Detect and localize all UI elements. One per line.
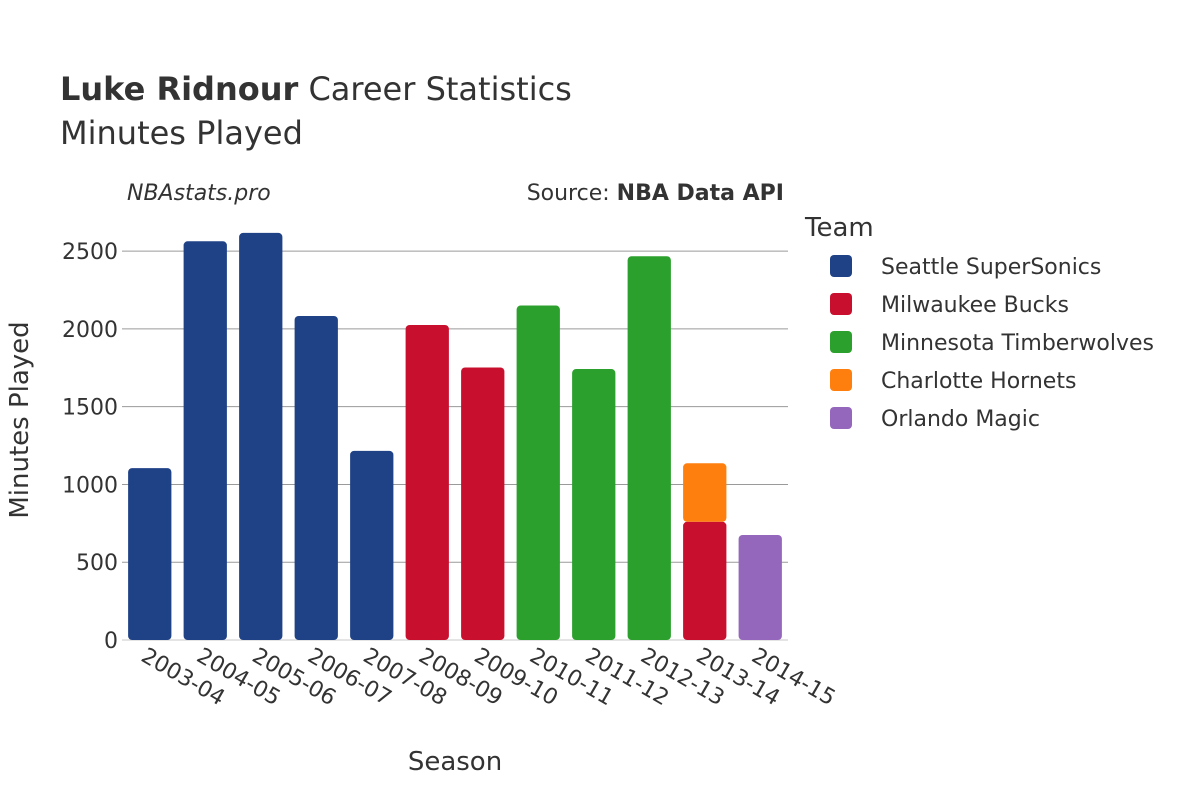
bar[interactable] xyxy=(294,315,338,640)
bar[interactable] xyxy=(461,367,505,640)
y-tick-label: 2000 xyxy=(62,318,118,343)
bar[interactable] xyxy=(516,305,560,640)
y-tick-label: 500 xyxy=(76,551,118,576)
site-credit: NBAstats.pro xyxy=(127,181,271,206)
bar[interactable] xyxy=(683,521,727,640)
legend-swatch xyxy=(830,293,852,315)
source-name: NBA Data API xyxy=(617,181,784,206)
y-tick-label: 1500 xyxy=(62,396,118,421)
bar[interactable] xyxy=(350,450,394,640)
bar[interactable] xyxy=(405,325,449,640)
legend-label: Orlando Magic xyxy=(881,407,1040,432)
source-credit: Source: NBA Data API xyxy=(527,181,784,206)
legend-swatch xyxy=(830,407,852,429)
bar[interactable] xyxy=(572,369,616,640)
bar[interactable] xyxy=(627,256,671,640)
player-name: Luke Ridnour xyxy=(60,70,299,108)
bars xyxy=(128,232,782,641)
legend: Seattle SuperSonics Milwaukee Bucks Minnes… xyxy=(830,255,1154,432)
y-tick-labels: 0 500 1000 1500 2000 2500 xyxy=(62,240,118,654)
legend-label: Charlotte Hornets xyxy=(881,369,1076,394)
bar[interactable] xyxy=(128,468,172,640)
legend-label: Milwaukee Bucks xyxy=(881,293,1069,318)
bar[interactable] xyxy=(738,535,782,640)
y-tick-label: 1000 xyxy=(62,473,118,498)
bar[interactable] xyxy=(239,232,283,640)
chart-title: Luke Ridnour Career Statistics xyxy=(60,70,572,108)
legend-swatch xyxy=(830,255,852,277)
x-tick-labels: 2003-042004-052005-062006-072007-082008-… xyxy=(137,644,840,712)
y-axis-title: Minutes Played xyxy=(5,321,35,518)
legend-swatch xyxy=(830,331,852,353)
title-suffix: Career Statistics xyxy=(298,70,572,108)
legend-title: Team xyxy=(804,213,874,243)
x-axis-title: Season xyxy=(408,747,502,777)
bar[interactable] xyxy=(183,241,227,641)
y-tick-label: 2500 xyxy=(62,240,118,265)
source-prefix: Source: xyxy=(527,181,617,206)
bar[interactable] xyxy=(683,463,727,522)
legend-label: Minnesota Timberwolves xyxy=(881,331,1154,356)
legend-label: Seattle SuperSonics xyxy=(881,255,1101,280)
legend-swatch xyxy=(830,369,852,391)
y-gridlines xyxy=(122,250,788,641)
chart-subtitle: Minutes Played xyxy=(60,114,303,152)
y-tick-label: 0 xyxy=(104,629,118,654)
